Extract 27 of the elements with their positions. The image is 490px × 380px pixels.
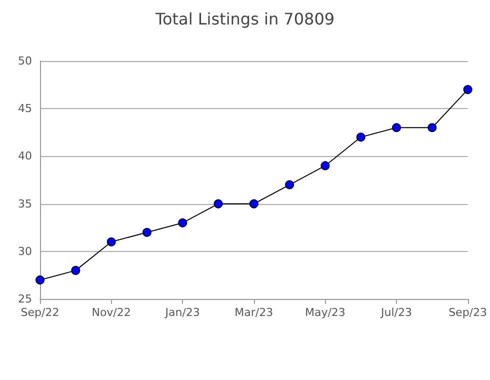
point	[463, 85, 472, 94]
point	[106, 237, 116, 246]
chart-title: Total Listings in 70809	[154, 10, 335, 28]
y-tick-label: 45	[18, 102, 32, 116]
point	[36, 275, 44, 284]
point	[356, 132, 366, 142]
x-tick-label: Mar/23	[234, 306, 274, 319]
point	[214, 199, 223, 208]
y-tick-label: 30	[18, 244, 32, 258]
x-tick-label: Jan/23	[164, 306, 200, 319]
x-tick-label: Jul/23	[380, 306, 412, 319]
point	[320, 161, 330, 170]
point	[428, 123, 437, 132]
x-tick-label: Sep/22	[20, 306, 60, 319]
y-tick-label: 25	[18, 292, 32, 306]
point	[285, 180, 294, 190]
point	[178, 218, 188, 228]
point	[249, 199, 258, 208]
point	[392, 123, 401, 132]
x-tick-label: Sep/23	[448, 306, 487, 319]
x-tick-label: Nov/22	[92, 306, 131, 319]
y-tick-label: 40	[18, 150, 32, 163]
y-tick-label: 35	[18, 197, 32, 210]
point	[71, 266, 80, 275]
y-tick-label: 50	[18, 54, 32, 68]
point	[142, 228, 152, 237]
x-tick-label: May/23	[304, 306, 346, 319]
